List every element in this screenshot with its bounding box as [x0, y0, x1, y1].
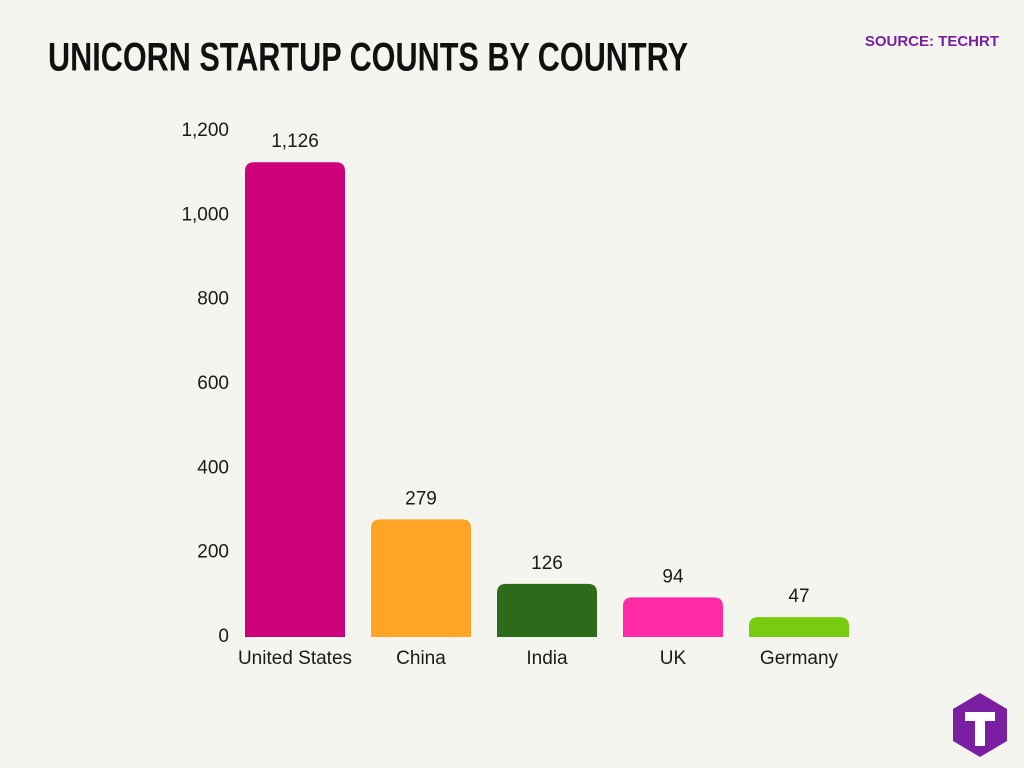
y-tick-label: 800 — [197, 289, 229, 310]
y-tick-label: 1,000 — [181, 204, 229, 225]
chart-title: UNICORN STARTUP COUNTS BY COUNTRY — [48, 36, 688, 80]
x-tick-label: UK — [660, 648, 687, 669]
bar — [749, 617, 849, 637]
value-label: 47 — [788, 586, 809, 607]
x-tick-label: Germany — [760, 648, 839, 669]
value-label: 94 — [662, 566, 684, 587]
source: SOURCE: TECHRT — [865, 33, 999, 50]
logo — [953, 693, 1007, 757]
bar — [497, 583, 597, 637]
y-tick-label: 1,200 — [181, 120, 229, 141]
y-tick-label: 0 — [218, 626, 229, 647]
bar — [371, 519, 471, 637]
value-label: 126 — [531, 553, 563, 574]
x-tick-label: China — [396, 648, 446, 669]
value-label: 1,126 — [271, 131, 319, 152]
value-label: 279 — [405, 488, 437, 509]
y-tick-label: 600 — [197, 373, 229, 394]
x-tick-label: India — [526, 648, 568, 669]
y-tick-label: 400 — [197, 457, 229, 478]
logo-letter — [965, 712, 995, 746]
y-tick-label: 200 — [197, 542, 229, 563]
bar — [245, 162, 345, 637]
x-tick-label: United States — [238, 648, 352, 669]
bar — [623, 597, 723, 637]
